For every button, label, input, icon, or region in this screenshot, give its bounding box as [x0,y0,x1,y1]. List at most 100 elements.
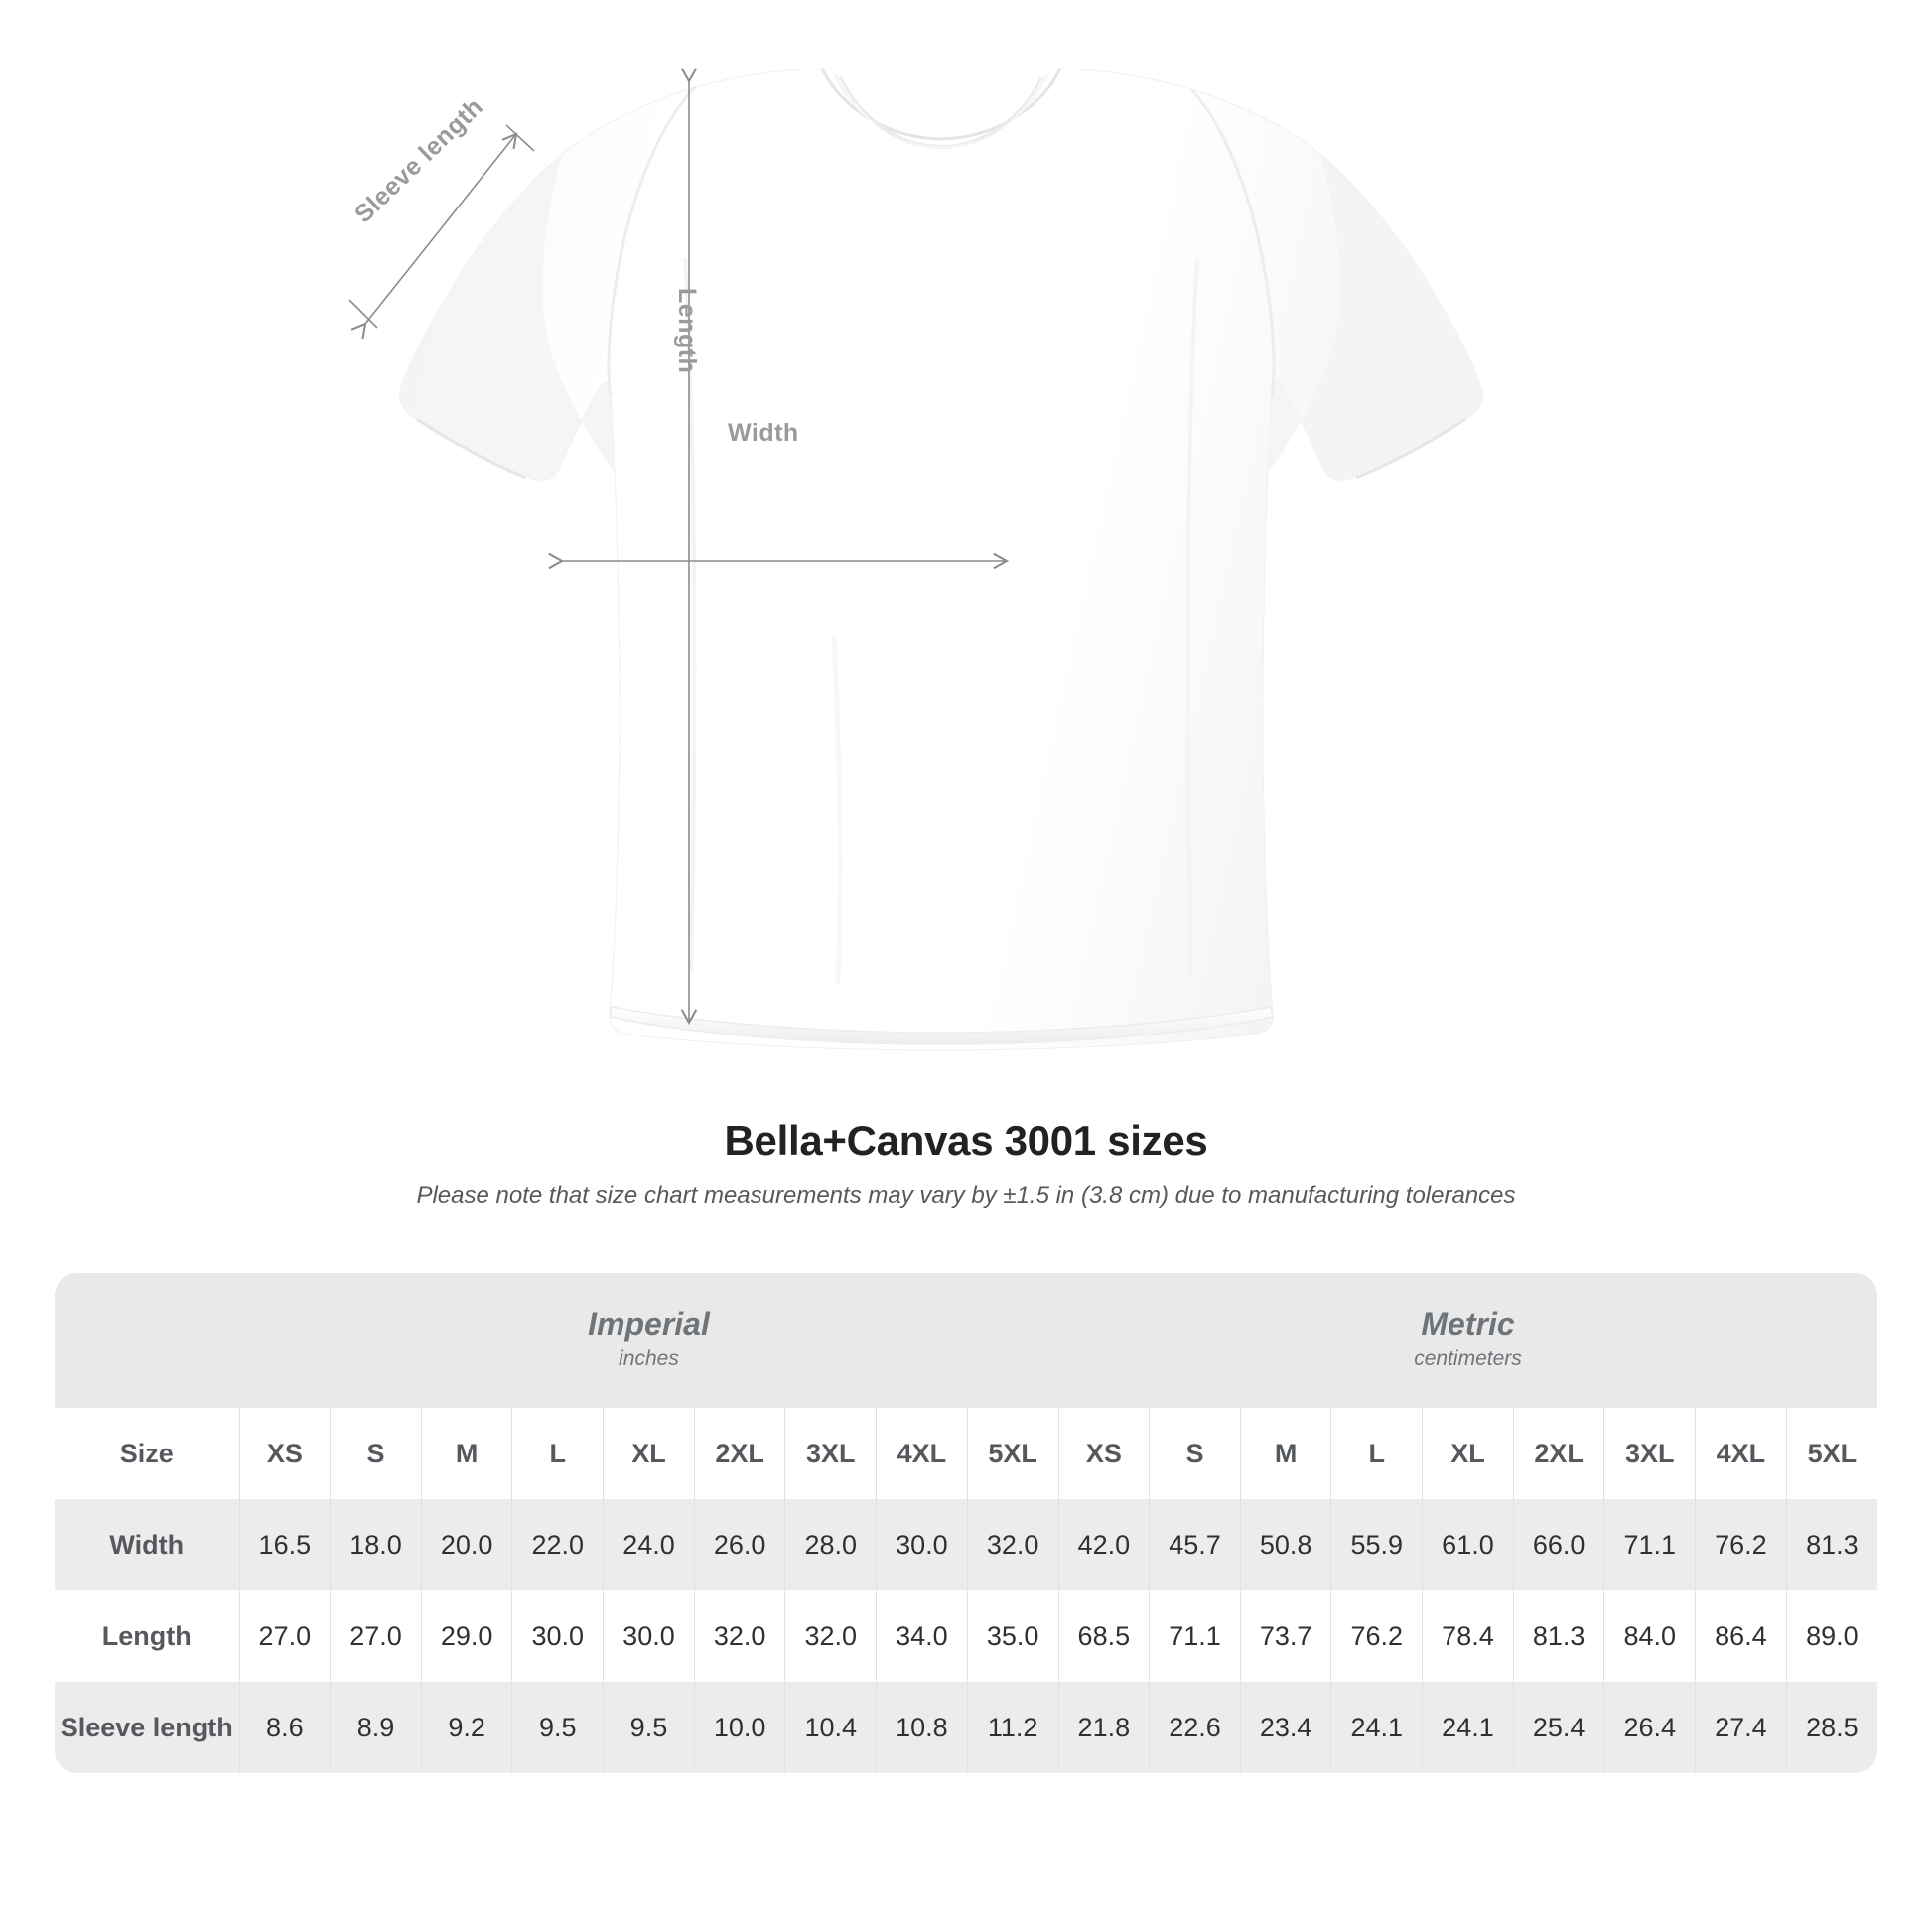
size-column-header: M [421,1408,513,1499]
tshirt-shape [399,68,1483,1051]
size-column-header: 4XL [1695,1408,1787,1499]
bottom-hem [609,1006,1274,1045]
table-cell: 78.4 [1422,1590,1514,1682]
page-title: Bella+Canvas 3001 sizes [724,1117,1208,1164]
table-cell: 27.0 [239,1590,332,1682]
page-subtitle: Please note that size chart measurements… [416,1182,1516,1209]
table-cell: 71.1 [1603,1499,1697,1590]
size-column-header: 5XL [967,1408,1059,1499]
row-header-width: Width [55,1499,240,1590]
size-column-header: 3XL [1603,1408,1697,1499]
table-cell: 27.4 [1695,1682,1787,1773]
table-cell: 21.8 [1058,1682,1151,1773]
size-column-header: 3XL [784,1408,878,1499]
table-cell: 86.4 [1695,1590,1787,1682]
table-cell: 55.9 [1330,1499,1424,1590]
table-cell: 81.3 [1786,1499,1878,1590]
sleeve-tick-bottom [348,299,378,329]
table-cell: 23.4 [1240,1682,1332,1773]
row-header-length: Length [55,1590,240,1682]
table-cell: 71.1 [1149,1590,1241,1682]
table-cell: 9.5 [511,1682,605,1773]
table-cell: 30.0 [511,1590,605,1682]
table-cell: 61.0 [1422,1499,1514,1590]
table-cell: 22.0 [511,1499,605,1590]
fold-3 [831,634,843,984]
table-cell: 26.0 [694,1499,786,1590]
table-cell: 42.0 [1058,1499,1151,1590]
size-column-header: XL [603,1408,695,1499]
table-cell: 45.7 [1149,1499,1241,1590]
table-cell: 25.4 [1513,1682,1605,1773]
table-cell: 73.7 [1240,1590,1332,1682]
table-cell: 8.6 [239,1682,332,1773]
table-cell: 16.5 [239,1499,332,1590]
table-cell: 22.6 [1149,1682,1241,1773]
table-cell: 76.2 [1330,1590,1424,1682]
size-column-header: XS [239,1408,332,1499]
unit-row-spacer [55,1273,239,1408]
table-row: Length 27.0 27.0 29.0 30.0 30.0 32.0 32.0 34.0 35… [55,1590,1878,1682]
table-cell: 28.5 [1786,1682,1878,1773]
table-cell: 50.8 [1240,1499,1332,1590]
table-cell: 27.0 [330,1590,422,1682]
table-cell: 32.0 [694,1590,786,1682]
length-label: Length [673,288,701,374]
unit-header-metric: Metric centimeters [1058,1273,1878,1408]
table-cell: 11.2 [967,1682,1059,1773]
tshirt-illustration: Sleeve length Length Width [348,68,1483,1051]
size-column-header: 4XL [876,1408,968,1499]
table-cell: 29.0 [421,1590,513,1682]
table-cell: 24.0 [603,1499,695,1590]
measurement-arrows [348,68,1010,1026]
size-column-header: S [1149,1408,1241,1499]
row-header-sleeve-length: Sleeve length [55,1682,240,1773]
unit-header-imperial: Imperial inches [239,1273,1058,1408]
table-cell: 32.0 [967,1499,1059,1590]
table-cell: 24.1 [1422,1682,1514,1773]
size-header-row: Size XS S M L XL 2XL 3XL 4XL 5XL XS S M L XL 2XL 3XL 4XL 5… [55,1408,1878,1499]
sleeve-tick-top [505,124,535,152]
width-label: Width [728,419,799,447]
unit-sub-metric: centimeters [1414,1346,1522,1370]
table-cell: 9.2 [421,1682,513,1773]
table-cell: 30.0 [876,1499,968,1590]
table-cell: 89.0 [1786,1590,1878,1682]
left-sleeve-hem [416,417,527,480]
unit-header-row: Imperial inches Metric centimeters [55,1273,1878,1408]
table-cell: 18.0 [330,1499,422,1590]
size-column-header: L [1330,1408,1424,1499]
left-armhole-seam [607,85,697,398]
size-column-header: M [1240,1408,1332,1499]
table-cell: 32.0 [784,1590,878,1682]
table-cell: 66.0 [1513,1499,1605,1590]
table-cell: 10.8 [876,1682,968,1773]
size-column-header: 2XL [694,1408,786,1499]
table-cell: 84.0 [1603,1590,1697,1682]
column-header-size: Size [55,1408,240,1499]
size-chart-table: Imperial inches Metric centimeters Size XS S M L… [55,1273,1878,1773]
table-cell: 26.4 [1603,1682,1697,1773]
table-cell: 81.3 [1513,1590,1605,1682]
table-cell: 35.0 [967,1590,1059,1682]
table-cell: 30.0 [603,1590,695,1682]
size-column-header: 2XL [1513,1408,1605,1499]
table-cell: 68.5 [1058,1590,1151,1682]
size-chart-table-wrap: Imperial inches Metric centimeters Size XS S M L… [55,1273,1878,1773]
unit-sub-imperial: inches [619,1346,679,1370]
sleeve-length-arrow [350,132,518,340]
table-cell: 20.0 [421,1499,513,1590]
table-row: Width 16.5 18.0 20.0 22.0 24.0 26.0 28.0 30.0 32.… [55,1499,1878,1590]
table-cell: 28.0 [784,1499,878,1590]
right-sleeve-shade [1268,154,1483,481]
right-armhole-seam [1189,87,1276,398]
table-cell: 10.4 [784,1682,878,1773]
size-column-header: L [511,1408,605,1499]
table-cell: 34.0 [876,1590,968,1682]
unit-name-metric: Metric [1421,1306,1515,1342]
tshirt-body-path [399,68,1483,1051]
table-cell: 10.0 [694,1682,786,1773]
size-column-header: S [330,1408,422,1499]
size-column-header: XL [1422,1408,1514,1499]
size-column-header: XS [1058,1408,1151,1499]
